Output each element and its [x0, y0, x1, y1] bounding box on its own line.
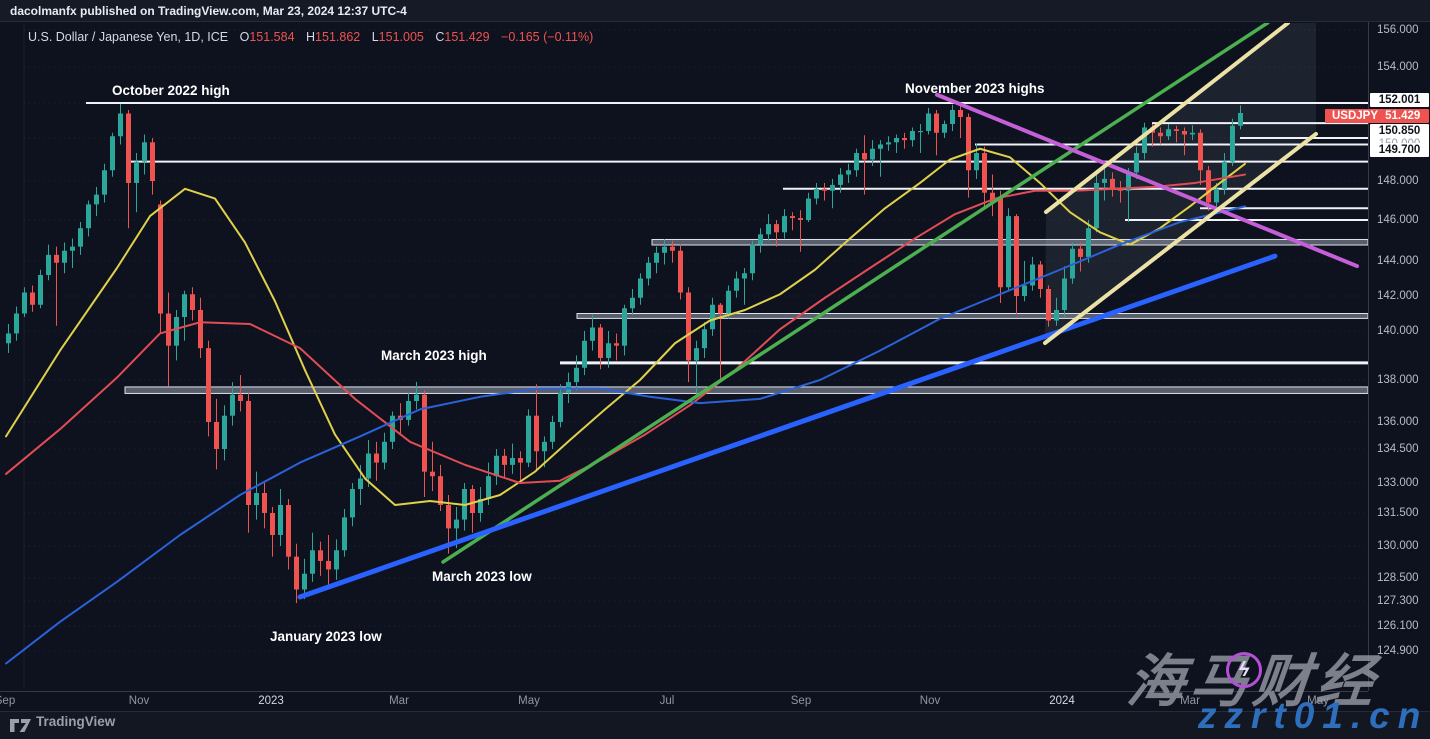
time-tick-Mar: Mar	[389, 695, 409, 707]
price-badge-152.001: 152.001	[1370, 93, 1429, 107]
price-tick-label: 142.000	[1377, 290, 1419, 302]
tradingview-logo-text[interactable]: TradingView	[36, 714, 116, 729]
time-tick-Sep: Sep	[790, 695, 812, 707]
price-tick-label: 148.000	[1377, 175, 1419, 187]
symbol-title[interactable]: U.S. Dollar / Japanese Yen, 1D, ICE	[28, 30, 229, 44]
bottom-strip	[0, 711, 1430, 739]
publish-info-bar: dacolmanfx published on TradingView.com,…	[0, 0, 1430, 22]
channel-lower-khaki	[1043, 131, 1318, 346]
price-tick-label: 130.000	[1377, 540, 1419, 552]
price-badge-150.850: 150.850	[1370, 123, 1429, 138]
time-tick-Jul: Jul	[659, 695, 675, 707]
time-tick-May: May	[1307, 695, 1329, 707]
november-2023-highs-label: November 2023 highs	[905, 81, 1045, 96]
price-badge-149.700: 149.700	[1370, 143, 1429, 157]
time-tick-Mar: Mar	[1180, 695, 1200, 707]
uptrend-green	[441, 23, 1270, 564]
ohlc-low-value: 151.005	[378, 30, 424, 44]
price-tick-label: 138.000	[1377, 374, 1419, 386]
time-tick-May: May	[518, 695, 540, 707]
watermark-url-text: zzrt01.cn	[1198, 695, 1429, 736]
ma-slow-blue	[5, 205, 1246, 665]
price-tick-label: 127.300	[1377, 595, 1419, 607]
chart-legend[interactable]: U.S. Dollar / Japanese Yen, 1D, ICE O151…	[28, 30, 593, 44]
price-tick-label: 156.000	[1377, 24, 1419, 36]
change-value: −0.165 (−0.11%)	[501, 30, 594, 44]
price-tick-label: 154.000	[1377, 61, 1419, 73]
tradingview-logo-icon[interactable]	[10, 716, 32, 737]
ohlc-high-value: 151.862	[315, 30, 361, 44]
price-tick-label: 136.000	[1377, 416, 1419, 428]
ohlc-high-label: H	[306, 30, 316, 44]
plot-area[interactable]	[5, 23, 1368, 690]
ohlc-close-label: C	[435, 30, 445, 44]
price-tick-label: 131.500	[1377, 507, 1419, 519]
time-tick-Nov: Nov	[128, 695, 150, 707]
price-badge-150.000: 150.000	[1370, 137, 1429, 145]
price-axis[interactable]: 156.000 154.000 148.000 146.000 144.000 142.0…	[1368, 22, 1430, 691]
ohlc-close-value: 151.429	[444, 30, 490, 44]
ma-fast-yellow	[5, 147, 1246, 506]
price-tick-label: 146.000	[1377, 214, 1419, 226]
candlestick-series	[6, 103, 1243, 604]
uptrend-blue	[297, 253, 1278, 600]
price-tick-label: 128.500	[1377, 572, 1419, 584]
march-2023-low-label: March 2023 low	[432, 569, 532, 584]
time-tick-2023: 2023	[258, 695, 284, 707]
price-tick-label: 133.000	[1377, 477, 1419, 489]
price-tick-label: 144.000	[1377, 255, 1419, 267]
time-tick-Sep: Sep	[0, 695, 16, 707]
zone-138-march-high	[124, 386, 1368, 394]
price-tick-label: 134.500	[1377, 443, 1419, 455]
price-tick-label: 124.900	[1377, 645, 1419, 657]
october-2022-high-label: October 2022 high	[112, 83, 230, 98]
ma-mid-red	[5, 173, 1246, 484]
channel-upper-khaki	[1044, 23, 1290, 215]
ohlc-open-value: 151.584	[249, 30, 295, 44]
lightning-bolt-icon: ϟ	[1226, 652, 1262, 688]
zone-140	[576, 313, 1368, 319]
ohlc-open-label: O	[239, 30, 250, 44]
price-tick-label: 140.000	[1377, 325, 1419, 337]
march-2023-high-label: March 2023 high	[381, 348, 487, 363]
downtrend-purple	[935, 92, 1359, 269]
time-axis[interactable]: Sep Nov 2023 Mar May Jul Sep Nov 2024 Mar May	[0, 691, 1368, 712]
ohlc-low-label: L	[371, 30, 379, 44]
time-tick-2024: 2024	[1049, 695, 1075, 707]
symbol-price-chip: USDJPY	[1325, 109, 1386, 123]
price-tick-label: 126.100	[1377, 620, 1419, 632]
time-tick-Nov: Nov	[919, 695, 941, 707]
january-2023-low-label: January 2023 low	[270, 629, 382, 644]
